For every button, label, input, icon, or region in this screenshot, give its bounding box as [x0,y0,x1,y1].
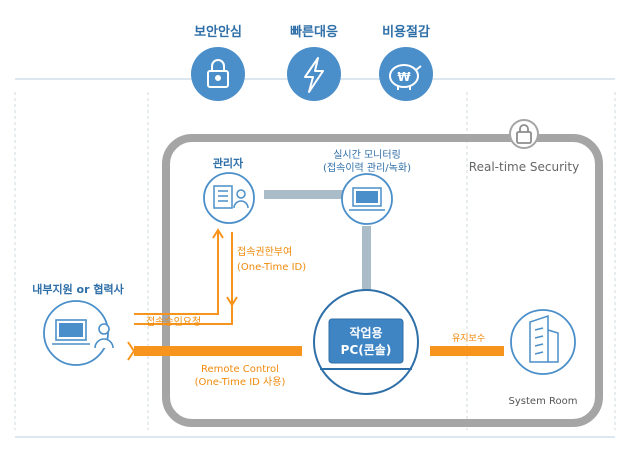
security-lock-badge [509,119,539,149]
badge-cost-saving: 비용절감 ₩ [379,24,433,101]
badge-circle [379,47,433,101]
building-icon [529,314,559,363]
badge-label: 빠른대응 [290,24,338,40]
console-label-line2: PC(콘솔) [341,343,392,357]
grant-label-line2: (One-Time ID) [237,262,306,273]
badge-fast-response: 빠른대응 [287,24,341,101]
svg-text:₩: ₩ [397,70,411,84]
lock-icon [516,124,532,144]
badge-label: 보안안심 [194,24,242,40]
badge-security: 보안안심 [191,24,245,101]
security-label: Real-time Security [469,160,579,174]
monitor-label-line2: (접속이력 관리/녹화) [323,162,411,174]
admin-monitor-connector [264,190,344,199]
laptop-user-icon [52,319,114,349]
remote-label-line2: (One-Time ID 사용) [195,376,286,388]
security-frame [162,134,603,427]
piggy-bank-icon: ₩ [389,64,422,90]
monitor-label-line1: 실시간 모니터링 [333,149,401,161]
console-screen [328,318,404,364]
monitor-node: 실시간 모니터링 (접속이력 관리/녹화) [323,149,411,225]
maintenance-label: 유지보수 [452,333,485,344]
console-label-line1: 작업용 [349,325,382,340]
lightning-icon [304,57,324,93]
remote-label-line1: Remote Control [201,364,279,375]
staff-label: 내부지원 or 협력사 [32,282,124,296]
monitor-icon [349,187,385,211]
badge-circle [287,47,341,101]
badge-label: 비용절감 [382,24,430,40]
staff-node: 내부지원 or 협력사 [32,282,125,366]
grant-arrow [134,228,238,325]
server-admin-icon [213,185,249,209]
system-room-label: System Room [509,396,578,407]
remote-control-bar [134,346,302,356]
monitor-console-connector [362,226,371,290]
console-node: 작업용 PC(콘솔) [313,289,419,395]
badge-circle [191,47,245,101]
maintenance-bar [430,346,504,356]
grant-label-line1: 접속권한부여 [237,246,292,258]
admin-node: 관리자 [203,156,255,224]
approval-label: 접속승인요청 [146,316,201,328]
system-room-node: System Room [509,309,578,407]
lock-icon [207,59,229,88]
remote-arrow-head [127,341,136,361]
admin-label: 관리자 [213,156,244,170]
